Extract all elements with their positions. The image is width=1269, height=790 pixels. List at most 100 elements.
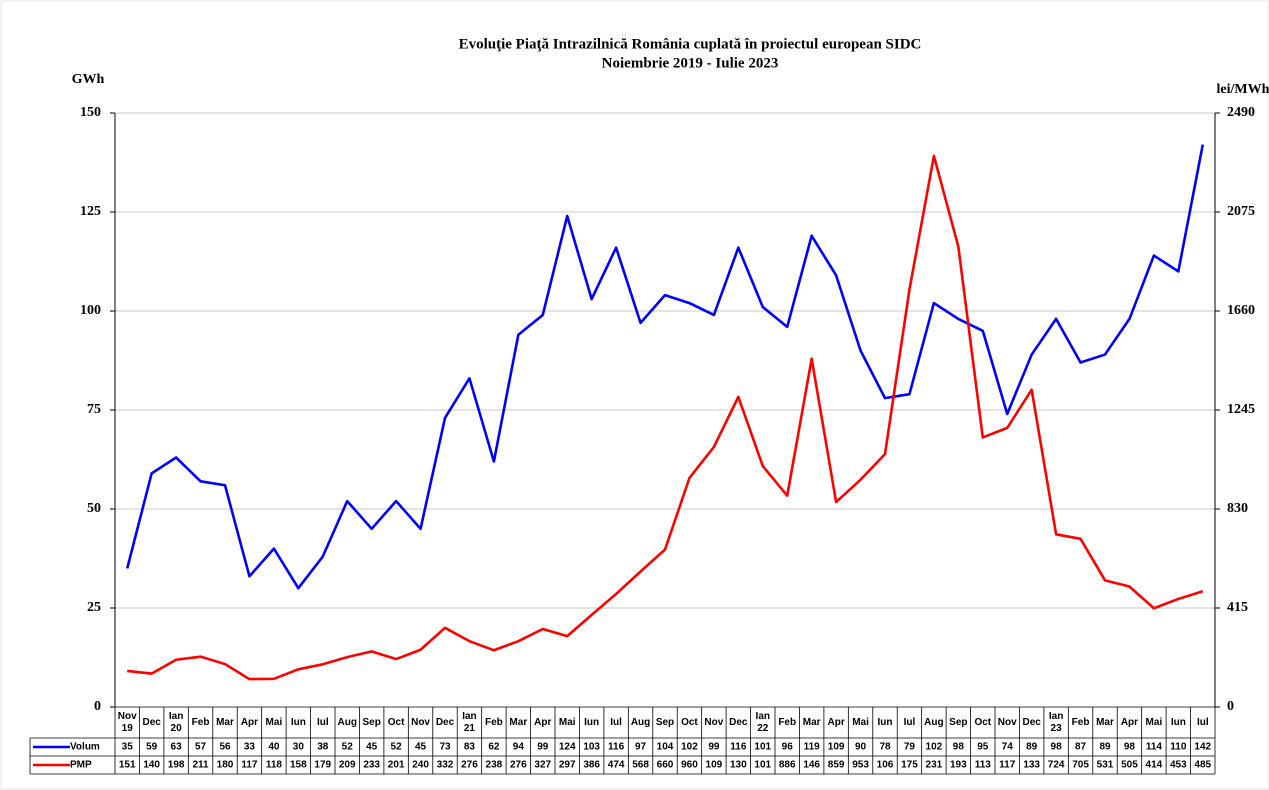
table-value: 179 [314,760,331,771]
y2-axis-label: lei/MWh [1217,82,1269,97]
x-tick-label: Mai [559,717,576,728]
y2-tick-label: 0 [1227,699,1234,714]
table-value: 140 [143,760,160,771]
table-value: 101 [754,742,771,753]
table-value: 453 [1170,760,1187,771]
y2-tick-label: 830 [1227,501,1248,516]
x-tick-label: Mar [1096,717,1114,728]
y-tick-label: 75 [87,402,101,417]
x-tick-label: Ian 21 [462,711,476,734]
chart-title: Evoluţie Piaţă Intrazilnică România cupl… [459,36,922,52]
y2-tick-label: 1660 [1227,303,1255,318]
table-value: 198 [168,760,185,771]
table-value: 90 [855,742,867,753]
table-value: 386 [583,760,600,771]
x-tick-label: Iun [1171,717,1186,728]
series-line [127,154,1204,681]
x-tick-label: Mai [266,717,283,728]
y-tick-label: 100 [80,303,101,318]
table-value: 414 [1146,760,1163,771]
table-value: 113 [975,760,992,771]
x-tick-label: Iul [610,717,622,728]
x-tick-label: Feb [485,717,503,728]
table-value: 30 [293,742,305,753]
table-value: 531 [1097,760,1114,771]
table-value: 485 [1194,760,1211,771]
table-value: 130 [730,760,747,771]
table-value: 211 [192,760,209,771]
table-value: 56 [219,742,231,753]
y-tick-label: 0 [94,699,101,714]
table-value: 568 [632,760,649,771]
y2-tick-label: 2490 [1227,105,1255,120]
table-value: 83 [464,742,476,753]
x-tick-label: Aug [631,717,650,728]
table-value: 101 [754,760,771,771]
table-value: 94 [513,742,525,753]
table-value: 98 [1124,742,1136,753]
table-value: 119 [804,742,821,753]
table-value: 103 [583,742,600,753]
table-value: 73 [439,742,451,753]
x-tick-label: Oct [974,717,991,728]
x-tick-label: Apr [827,717,844,728]
x-tick-label: Iul [904,717,916,728]
table-value: 142 [1194,742,1211,753]
x-tick-label: Sep [362,717,380,728]
legend-label: PMP [70,760,92,771]
table-value: 276 [510,760,527,771]
table-value: 96 [782,742,794,753]
y-tick-label: 125 [80,204,101,219]
y-tick-label: 50 [87,501,101,516]
table-value: 180 [217,760,234,771]
table-value: 33 [244,742,256,753]
table-value: 276 [461,760,478,771]
x-tick-label: Dec [436,717,455,728]
table-value: 238 [486,760,503,771]
x-tick-label: Dec [729,717,748,728]
table-value: 960 [681,760,698,771]
table-value: 233 [363,760,380,771]
table-value: 110 [1170,742,1187,753]
table-value: 98 [1051,742,1063,753]
table-value: 660 [657,760,674,771]
x-tick-label: Ian 20 [169,711,183,734]
table-value: 133 [1023,760,1040,771]
table-value: 95 [977,742,989,753]
table-value: 40 [268,742,280,753]
table-value: 151 [119,760,136,771]
table-value: 52 [342,742,354,753]
y2-tick-label: 2075 [1227,204,1255,219]
table-value: 332 [437,760,454,771]
x-tick-label: Iun [878,717,893,728]
table-value: 117 [241,760,258,771]
x-tick-label: Dec [142,717,161,728]
table-value: 117 [999,760,1016,771]
x-tick-label: Nov 19 [118,711,137,734]
table-value: 209 [339,760,356,771]
table-value: 124 [559,742,576,753]
chart-subtitle: Noiembrie 2019 - Iulie 2023 [602,55,779,71]
table-value: 99 [537,742,549,753]
table-value: 109 [706,760,723,771]
legend-label: Volum [70,742,100,753]
x-tick-label: Mai [1146,717,1163,728]
table-value: 193 [950,760,967,771]
table-value: 114 [1146,742,1163,753]
table-value: 201 [388,760,405,771]
table-value: 505 [1121,760,1138,771]
table-value: 240 [412,760,429,771]
table-value: 116 [608,742,625,753]
x-tick-label: Mai [852,717,869,728]
x-tick-label: Sep [949,717,967,728]
table-value: 62 [488,742,500,753]
x-tick-label: Apr [534,717,551,728]
table-value: 79 [904,742,916,753]
table-value: 146 [803,760,820,771]
table-value: 474 [608,760,625,771]
x-tick-label: Mar [216,717,234,728]
x-tick-label: Feb [1072,717,1090,728]
x-tick-label: Nov [998,717,1017,728]
